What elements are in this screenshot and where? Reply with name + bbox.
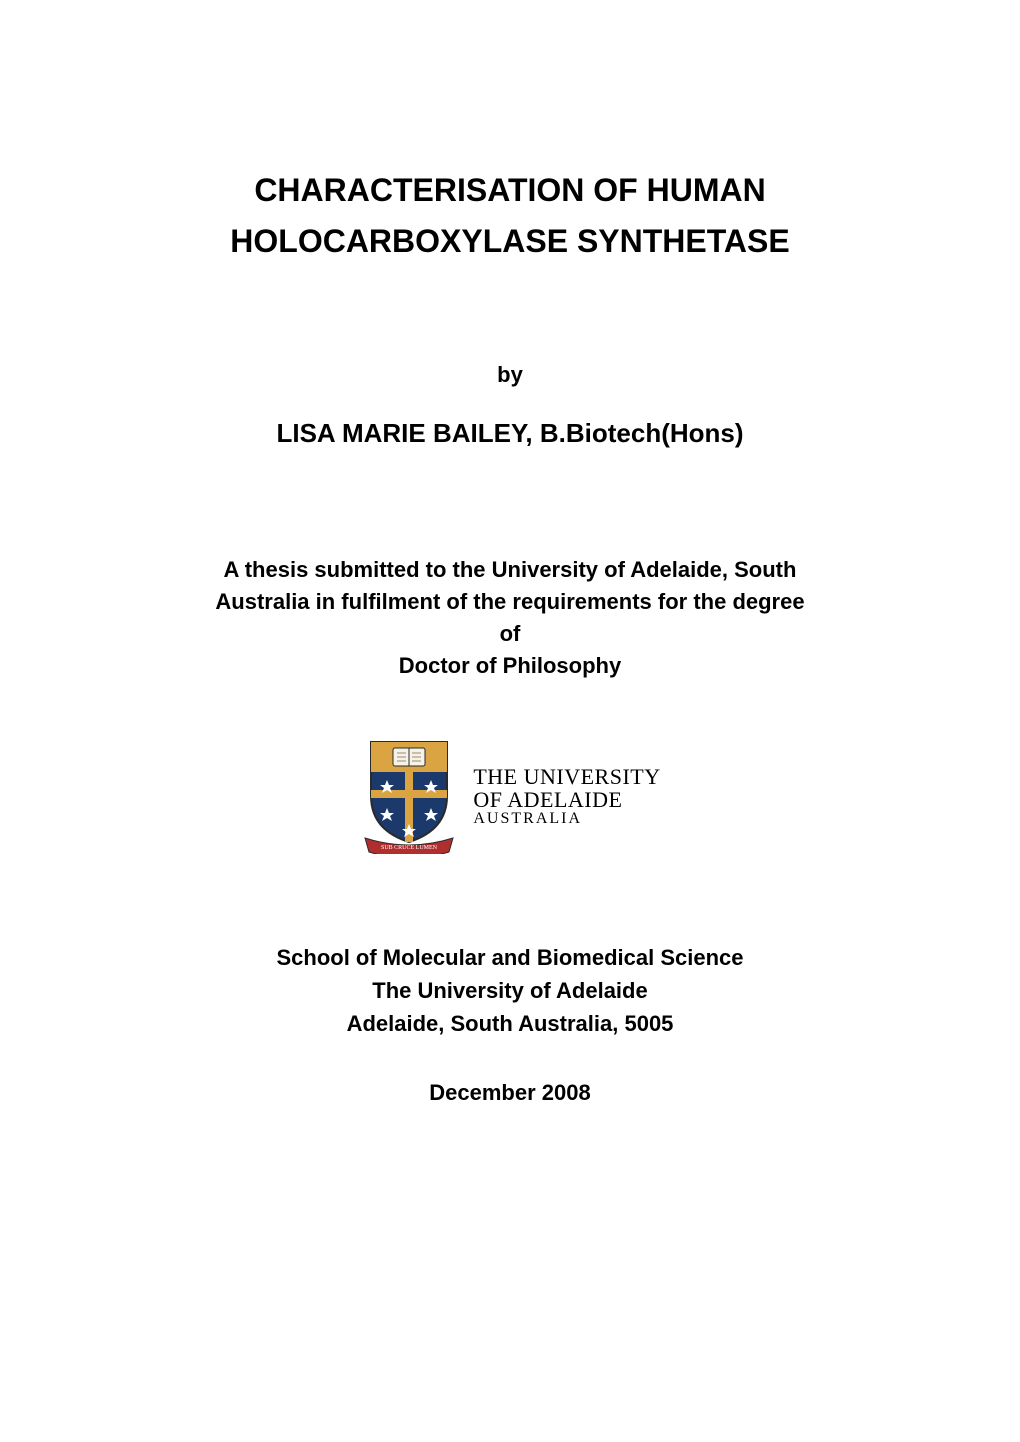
school-line-2: The University of Adelaide xyxy=(110,974,910,1007)
spacer xyxy=(110,682,910,734)
logo-text-line-3: AUSTRALIA xyxy=(473,811,660,828)
thesis-title: CHARACTERISATION OF HUMAN HOLOCARBOXYLAS… xyxy=(110,165,910,267)
author-name: LISA MARIE BAILEY, B.Biotech(Hons) xyxy=(110,418,910,449)
university-logo: SUB CRUCE LUMEN THE UNIVERSITY OF ADELAI… xyxy=(110,734,910,859)
submission-statement: A thesis submitted to the University of … xyxy=(110,554,910,682)
submission-line-3: of xyxy=(110,618,910,650)
byline-by: by xyxy=(110,362,910,388)
submission-line-2: Australia in fulfilment of the requireme… xyxy=(110,586,910,618)
submission-line-4: Doctor of Philosophy xyxy=(110,650,910,682)
logo-text-line-1: THE UNIVERSITY xyxy=(473,765,660,788)
university-crest-icon: SUB CRUCE LUMEN xyxy=(359,734,459,859)
spacer xyxy=(110,267,910,362)
school-affiliation: School of Molecular and Biomedical Scien… xyxy=(110,941,910,1040)
school-line-1: School of Molecular and Biomedical Scien… xyxy=(110,941,910,974)
svg-text:SUB CRUCE LUMEN: SUB CRUCE LUMEN xyxy=(381,845,438,851)
spacer xyxy=(110,859,910,941)
spacer xyxy=(110,449,910,554)
spacer xyxy=(110,1040,910,1080)
title-line-2: HOLOCARBOXYLASE SYNTHETASE xyxy=(110,216,910,267)
title-line-1: CHARACTERISATION OF HUMAN xyxy=(110,165,910,216)
logo-text-line-2: OF ADELAIDE xyxy=(473,788,660,811)
submission-line-1: A thesis submitted to the University of … xyxy=(110,554,910,586)
school-line-3: Adelaide, South Australia, 5005 xyxy=(110,1007,910,1040)
submission-date: December 2008 xyxy=(110,1080,910,1106)
spacer xyxy=(110,388,910,418)
university-logo-text: THE UNIVERSITY OF ADELAIDE AUSTRALIA xyxy=(473,765,660,828)
